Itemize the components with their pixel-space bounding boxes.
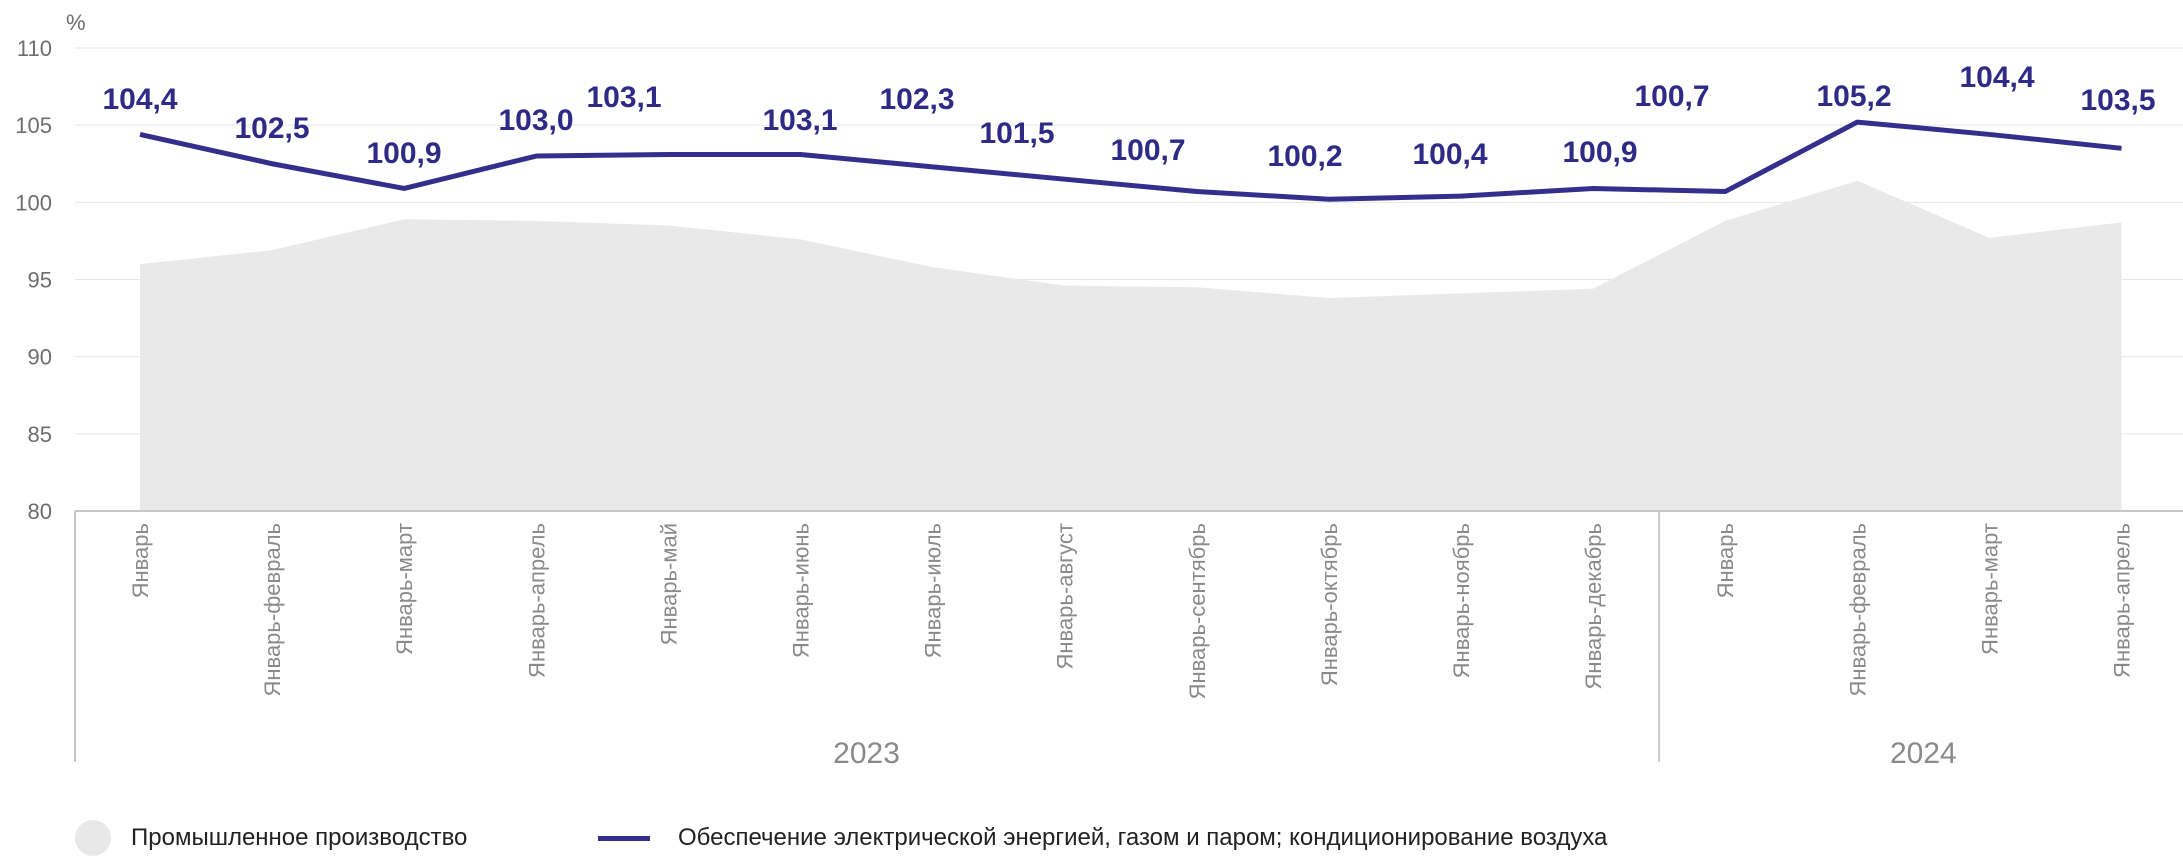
data-label-6: 102,3 — [879, 83, 954, 116]
y-tick-label-80: 80 — [28, 499, 52, 524]
x-tick-label-0: Январь — [128, 523, 153, 598]
data-label-12: 100,7 — [1634, 80, 1709, 113]
data-label-3: 103,0 — [498, 104, 573, 137]
x-tick-label-4: Январь-май — [656, 523, 681, 645]
data-label-2: 100,9 — [366, 137, 441, 170]
x-tick-label-7: Январь-август — [1053, 523, 1078, 670]
data-label-7: 101,5 — [979, 117, 1054, 150]
data-label-9: 100,2 — [1267, 140, 1342, 173]
legend-swatch-line — [598, 835, 650, 841]
line-energy-supply — [139, 119, 2122, 202]
legend-label-area: Промышленное производство — [131, 824, 468, 851]
data-label-5: 103,1 — [762, 104, 837, 137]
data-label-8: 100,7 — [1110, 134, 1185, 167]
chart: % 80 85 90 95 100 105 110 104,4 102,5 100,9 103,0 10… — [15, 10, 2183, 770]
y-tick-label-100: 100 — [15, 190, 52, 215]
x-tick-label-13: Январь-февраль — [1845, 523, 1870, 697]
x-tick-label-2: Январь-март — [392, 523, 417, 655]
area-industrial-production — [140, 180, 2122, 511]
y-tick-label-85: 85 — [28, 422, 52, 447]
y-tick-label-105: 105 — [15, 113, 52, 138]
data-label-13: 105,2 — [1816, 80, 1891, 113]
legend-swatch-area — [75, 820, 111, 856]
x-tick-label-10: Январь-ноябрь — [1449, 523, 1474, 678]
x-tick-label-5: Январь-июнь — [789, 523, 814, 658]
x-tick-label-8: Январь-сентябрь — [1185, 523, 1210, 699]
y-tick-label-110: 110 — [17, 36, 52, 61]
y-axis-unit: % — [66, 10, 86, 35]
y-tick-label-95: 95 — [28, 268, 52, 293]
group-label-2024: 2024 — [1890, 737, 1957, 770]
x-tick-label-12: Январь — [1713, 523, 1738, 598]
data-label-14: 104,4 — [1959, 61, 2034, 94]
data-label-11: 100,9 — [1562, 136, 1637, 169]
x-tick-label-9: Январь-октябрь — [1317, 523, 1342, 686]
x-tick-label-3: Январь-апрель — [524, 523, 549, 678]
data-label-1: 102,5 — [234, 112, 309, 145]
x-tick-label-14: Январь-март — [1977, 523, 2002, 655]
legend-label-line: Обеспечение электрической энергией, газо… — [678, 824, 1608, 851]
legend-item-energy-supply: Обеспечение электрической энергией, газо… — [598, 822, 1607, 854]
x-tick-label-11: Январь-декабрь — [1581, 523, 1606, 689]
x-tick-label-1: Январь-февраль — [260, 523, 285, 697]
y-tick-label-90: 90 — [28, 345, 52, 370]
data-label-4: 103,1 — [586, 81, 661, 114]
x-tick-label-6: Январь-июль — [921, 523, 946, 658]
data-label-0: 104,4 — [102, 83, 177, 116]
x-tick-label-15: Январь-апрель — [2110, 523, 2135, 678]
data-label-10: 100,4 — [1412, 138, 1487, 171]
legend-item-industrial-production: Промышленное производство — [75, 820, 468, 856]
data-label-15: 103,5 — [2080, 84, 2155, 117]
group-label-2023: 2023 — [833, 737, 900, 770]
